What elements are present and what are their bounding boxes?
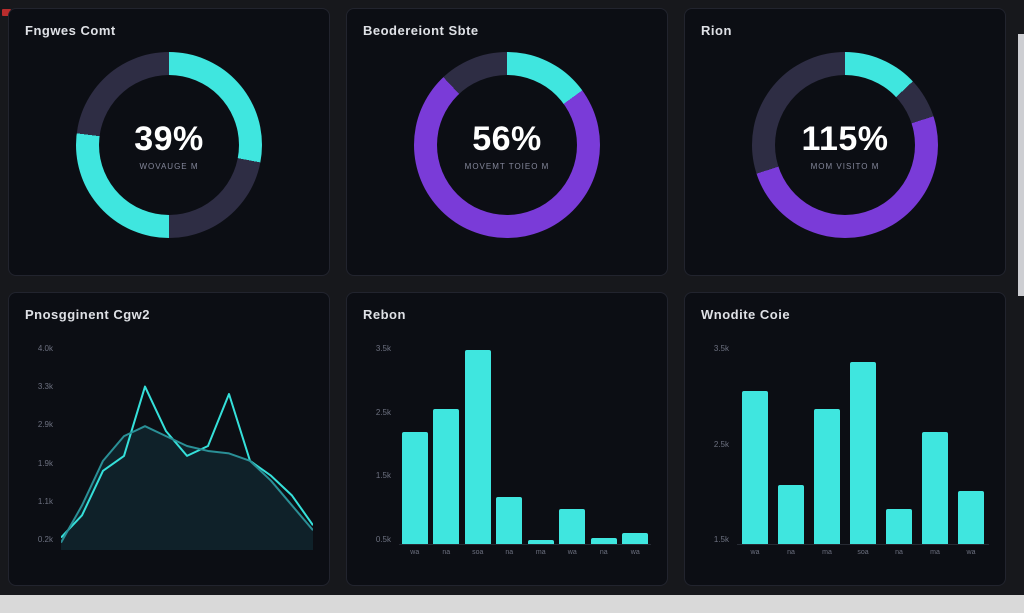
y-tick-label: 2.5k	[375, 407, 391, 417]
donut-chart: 115% Mom visito m	[752, 52, 938, 238]
card-bar-chart-2: Wnodite Coie 3.5k 2.5k 1.5k wa na ma soa na ma w…	[684, 292, 1006, 586]
y-tick-label: 1.5k	[713, 535, 729, 544]
y-tick-label: 1.1k	[37, 496, 53, 506]
x-tick-label: na	[442, 549, 451, 556]
bar	[464, 349, 491, 544]
donut-value: 115%	[801, 119, 889, 158]
y-axis-labels: 3.5k 2.5k 1.5k	[701, 338, 737, 560]
card-donut-1: Fngwes Comt 39% Wovauge m	[8, 8, 330, 276]
card-line-chart: Pnosgginent Cgw2 4.0k 3.3k 2.9k 1.9k 1.1k 0.2…	[8, 292, 330, 586]
bar	[814, 408, 840, 544]
line-plot	[61, 342, 313, 550]
y-tick-label: 0.2k	[37, 534, 53, 544]
line-chart	[61, 338, 313, 560]
red-marker	[2, 9, 11, 16]
donut-sublabel: Wovauge m	[139, 161, 199, 171]
card-bar-chart-1: Rebon 3.5k 2.5k 1.5k 0.5k wa na soa na ma wa na wa	[346, 292, 668, 586]
right-edge-strip	[1018, 34, 1024, 296]
card-title: Beodereiont Sbte	[363, 23, 479, 38]
card-title: Wnodite Coie	[701, 307, 791, 322]
y-tick-label: 0.5k	[375, 534, 391, 544]
y-tick-label: 3.5k	[713, 344, 729, 353]
bar	[958, 491, 984, 544]
bar	[778, 485, 804, 544]
x-tick-label: na	[505, 549, 514, 556]
x-tick-label: wa	[410, 549, 420, 556]
card-title: Rion	[701, 23, 732, 38]
y-tick-label: 3.5k	[375, 344, 391, 353]
card-title: Fngwes Comt	[25, 23, 116, 38]
x-axis-labels: wa na soa na ma wa na wa	[399, 545, 651, 556]
donut-sublabel: Movemt toieo m	[464, 161, 550, 171]
bar-chart: wa na ma soa na ma wa	[737, 338, 989, 560]
x-axis-labels: wa na ma soa na ma wa	[737, 545, 989, 556]
bar	[886, 508, 912, 544]
bar	[850, 361, 876, 544]
y-tick-label: 2.5k	[713, 439, 729, 449]
card-title: Pnosgginent Cgw2	[25, 307, 150, 322]
chart-body: 3.5k 2.5k 1.5k wa na ma soa na ma wa	[701, 338, 989, 560]
bar	[922, 432, 948, 544]
x-tick-label: ma	[535, 549, 546, 556]
x-tick-label: wa	[966, 549, 976, 556]
bar	[496, 496, 523, 544]
card-title: Rebon	[363, 307, 406, 322]
donut-value: 56%	[472, 119, 542, 158]
donut-hole: 115% Mom visito m	[775, 75, 915, 215]
bar	[742, 390, 768, 544]
y-tick-label: 1.9k	[37, 458, 53, 468]
bar	[559, 508, 586, 544]
bars	[399, 338, 651, 545]
chart-body: 4.0k 3.3k 2.9k 1.9k 1.1k 0.2k	[25, 338, 313, 560]
y-axis-labels: 3.5k 2.5k 1.5k 0.5k	[363, 338, 399, 560]
y-tick-label: 3.3k	[37, 382, 53, 392]
x-tick-label: ma	[822, 549, 832, 556]
x-tick-label: wa	[567, 549, 577, 556]
y-axis-labels: 4.0k 3.3k 2.9k 1.9k 1.1k 0.2k	[25, 338, 61, 560]
bar	[590, 538, 617, 544]
y-tick-label: 4.0k	[37, 344, 53, 353]
donut-sublabel: Mom visito m	[810, 161, 880, 171]
donut-chart: 39% Wovauge m	[76, 52, 262, 238]
x-tick-label: na	[787, 549, 795, 556]
chart-body: 3.5k 2.5k 1.5k 0.5k wa na soa na ma wa na wa	[363, 338, 651, 560]
bottom-edge-strip	[0, 595, 1024, 613]
donut-chart: 56% Movemt toieo m	[414, 52, 600, 238]
bar	[622, 533, 649, 544]
donut-hole: 39% Wovauge m	[99, 75, 239, 215]
bar-chart: wa na soa na ma wa na wa	[399, 338, 651, 560]
bar	[401, 432, 428, 544]
donut-hole: 56% Movemt toieo m	[437, 75, 577, 215]
donut-value: 39%	[134, 119, 204, 158]
bar	[527, 540, 554, 544]
y-tick-label: 1.5k	[375, 471, 391, 481]
x-tick-label: soa	[857, 549, 869, 556]
bars	[737, 338, 989, 545]
x-tick-label: ma	[930, 549, 940, 556]
y-tick-label: 2.9k	[37, 420, 53, 430]
x-tick-label: wa	[630, 549, 640, 556]
x-tick-label: wa	[750, 549, 760, 556]
card-donut-2: Beodereiont Sbte 56% Movemt toieo m	[346, 8, 668, 276]
x-tick-label: na	[895, 549, 903, 556]
x-tick-label: na	[599, 549, 608, 556]
x-tick-label: soa	[472, 549, 484, 556]
card-donut-3: Rion 115% Mom visito m	[684, 8, 1006, 276]
bar	[433, 408, 460, 544]
